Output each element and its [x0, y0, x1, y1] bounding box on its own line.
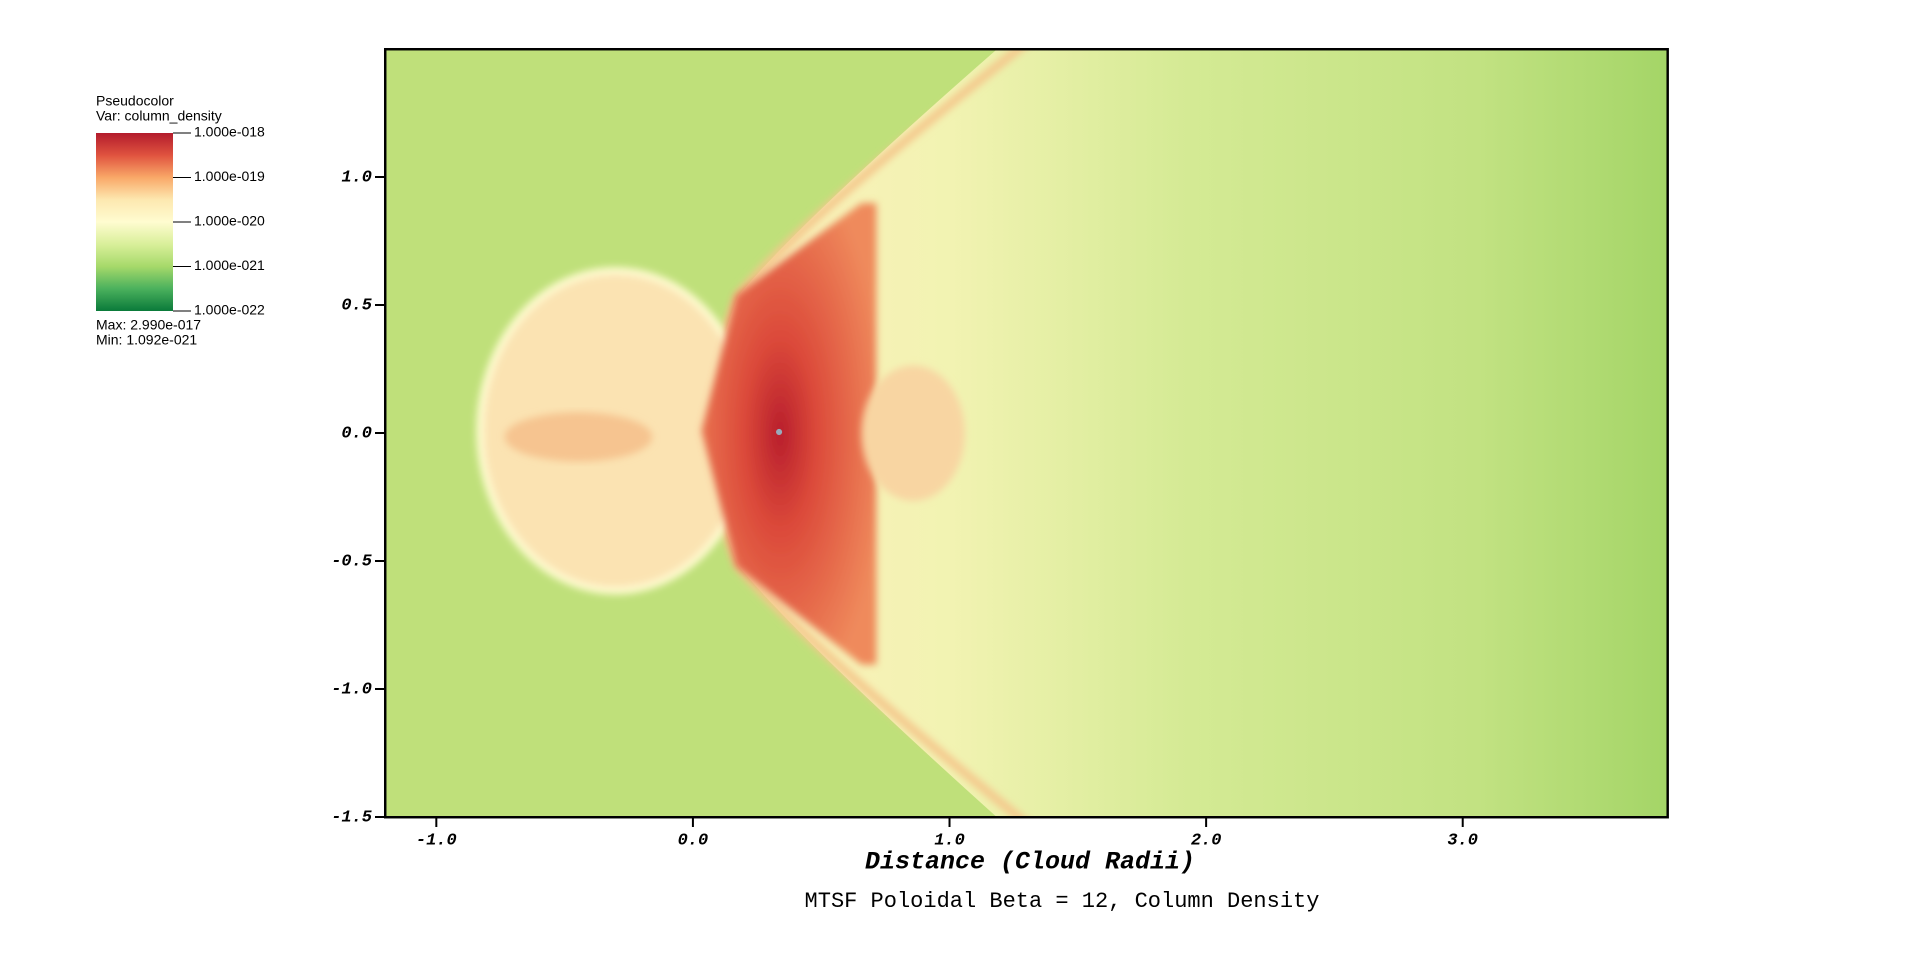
colorbar-tick-label: 1.000e-018	[194, 124, 265, 140]
x-axis-label: Distance (Cloud Radii)	[865, 848, 1195, 877]
field-image	[383, 47, 1669, 819]
colorbar-tick-label: 1.000e-020	[194, 213, 265, 229]
y-tick-label: -0.5	[331, 552, 372, 571]
x-tick-label: -1.0	[416, 831, 457, 850]
y-tick-label: 0.0	[341, 424, 372, 443]
y-tick-label: 0.5	[341, 296, 372, 315]
x-tick-label: 3.0	[1447, 831, 1478, 850]
y-tick-label: -1.5	[331, 808, 372, 827]
x-tick-label: 2.0	[1191, 831, 1222, 850]
colorbar-tick-label: 1.000e-019	[194, 168, 265, 184]
legend-max: Max: 2.990e-017	[96, 317, 201, 333]
x-tick-label: 1.0	[934, 831, 965, 850]
legend-variable: Var: column_density	[96, 108, 222, 124]
colorbar	[96, 133, 173, 311]
chart-title: MTSF Poloidal Beta = 12, Column Density	[805, 889, 1320, 914]
colorbar-tick-label: 1.000e-021	[194, 257, 265, 273]
legend-title: Pseudocolor	[96, 93, 174, 109]
legend-min: Min: 1.092e-021	[96, 332, 197, 348]
colorbar-tick-label: 1.000e-022	[194, 302, 265, 318]
y-tick-label: 1.0	[341, 168, 372, 187]
y-tick-label: -1.0	[331, 680, 372, 699]
x-tick-label: 0.0	[678, 831, 709, 850]
